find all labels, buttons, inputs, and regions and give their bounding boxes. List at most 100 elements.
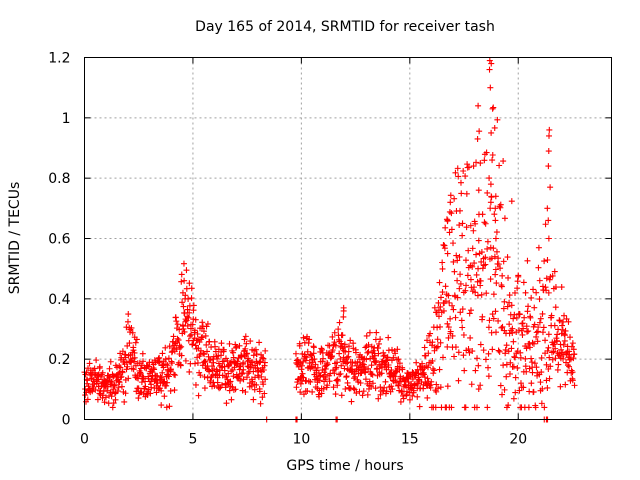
data-point (135, 385, 142, 392)
data-point (522, 355, 529, 362)
data-point (446, 299, 453, 306)
data-point (116, 363, 123, 370)
data-point (456, 253, 463, 260)
data-point (159, 350, 166, 357)
data-point (492, 217, 499, 224)
data-point (239, 387, 246, 394)
data-point (171, 387, 178, 394)
data-point (178, 271, 185, 278)
data-point (311, 356, 318, 363)
data-point (189, 321, 196, 328)
data-point (403, 388, 410, 395)
data-point (543, 377, 550, 384)
data-point (472, 289, 479, 296)
data-point (326, 378, 333, 385)
data-point (468, 307, 475, 314)
data-point (450, 240, 457, 247)
data-point (177, 362, 184, 369)
data-point (130, 347, 137, 354)
data-point (239, 370, 246, 377)
data-point (424, 364, 431, 371)
data-point (362, 376, 369, 383)
data-point (469, 263, 476, 270)
data-point (109, 404, 116, 411)
data-point (378, 370, 385, 377)
data-point (545, 148, 552, 155)
data-point (463, 282, 470, 289)
data-point (562, 327, 569, 334)
data-point (247, 338, 254, 345)
data-point (360, 388, 367, 395)
data-point (210, 359, 217, 366)
data-point (447, 315, 454, 322)
data-point (569, 340, 576, 347)
data-point (333, 359, 340, 366)
data-point (104, 387, 111, 394)
data-point (552, 355, 559, 362)
data-point (409, 376, 416, 383)
data-point (502, 346, 509, 353)
data-point (477, 160, 484, 167)
data-point (166, 343, 173, 350)
data-point (195, 345, 202, 352)
data-point (414, 393, 421, 400)
data-point (204, 320, 211, 327)
data-point (430, 370, 437, 377)
data-point (133, 336, 140, 343)
data-point (496, 348, 503, 355)
data-point (546, 375, 553, 382)
data-point (182, 295, 189, 302)
data-point (549, 272, 556, 279)
data-point (457, 179, 464, 186)
data-point (92, 386, 99, 393)
data-point (546, 126, 553, 133)
data-point (509, 325, 516, 332)
data-point (402, 381, 409, 388)
data-point (484, 238, 491, 245)
data-point (424, 394, 431, 401)
data-point (444, 320, 451, 327)
data-point (125, 311, 132, 318)
data-point (421, 344, 428, 351)
data-point (119, 369, 126, 376)
data-point (320, 355, 327, 362)
data-point (256, 388, 263, 395)
data-point (570, 355, 577, 362)
data-point (481, 219, 488, 226)
data-point (243, 340, 250, 347)
data-point (377, 384, 384, 391)
data-point (369, 371, 376, 378)
x-tick-label: 15 (401, 432, 419, 448)
data-point (179, 289, 186, 296)
data-point (184, 313, 191, 320)
data-point (462, 404, 469, 411)
data-point (495, 317, 502, 324)
data-point (552, 284, 559, 291)
data-point (292, 350, 299, 357)
data-point (533, 289, 540, 296)
data-point (457, 309, 464, 316)
data-point (122, 351, 129, 358)
data-point (469, 348, 476, 355)
data-point (140, 358, 147, 365)
data-point (394, 363, 401, 370)
data-point (441, 245, 448, 252)
data-point (424, 375, 431, 382)
data-point (398, 389, 405, 396)
data-point (542, 337, 549, 344)
data-point (446, 208, 453, 215)
data-point (332, 365, 339, 372)
data-point (345, 343, 352, 350)
data-point (116, 379, 123, 386)
data-point (397, 398, 404, 405)
data-point (437, 339, 444, 346)
data-point (357, 379, 364, 386)
data-point (368, 383, 375, 390)
data-point (170, 333, 177, 340)
data-point (230, 373, 237, 380)
data-point (493, 248, 500, 255)
data-point (479, 265, 486, 272)
data-point (531, 360, 538, 367)
data-point (135, 395, 142, 402)
data-point (492, 271, 499, 278)
